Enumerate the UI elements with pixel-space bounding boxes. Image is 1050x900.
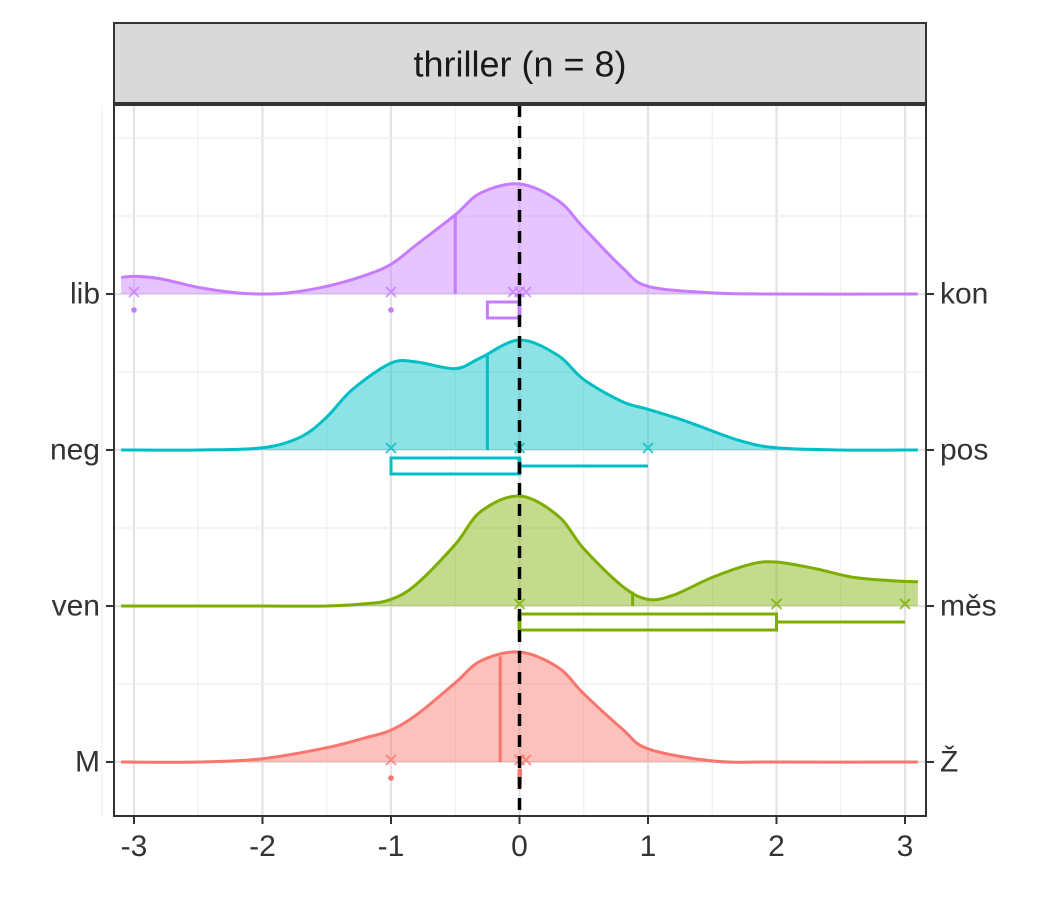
y-label-left: ven (52, 590, 100, 623)
x-tick-label: 3 (897, 830, 914, 863)
density-area (121, 651, 918, 763)
density-curve (121, 338, 918, 452)
x-tick-label: 2 (768, 830, 785, 863)
facet-strip-title: thriller (n = 8) (413, 44, 626, 85)
data-point (770, 598, 783, 610)
x-tick-label: -3 (121, 830, 148, 863)
box-outlier (388, 307, 394, 313)
axes: -3 -2 -1 0 1 2 3 lib kon neg pos ven měs M Ž (50, 278, 997, 864)
ridge-row-M (121, 650, 918, 788)
y-label-right: měs (940, 590, 997, 623)
data-point (520, 754, 532, 766)
density-curve (121, 650, 918, 764)
x-tick-label: 1 (640, 830, 657, 863)
density-curve (120, 182, 918, 296)
y-label-right: pos (940, 434, 988, 467)
box-body (518, 612, 778, 632)
y-label-right: kon (940, 278, 988, 311)
y-label-left: M (75, 746, 100, 779)
data-point (385, 442, 397, 454)
y-label-left: lib (70, 278, 100, 311)
density-area (121, 339, 918, 451)
y-label-right: Ž (940, 746, 958, 779)
x-tick-label: 0 (511, 830, 528, 863)
x-tick-label: -2 (249, 830, 276, 863)
box-body (389, 456, 521, 476)
box-body (485, 300, 521, 320)
x-tick-label: -1 (378, 830, 405, 863)
y-label-left: neg (50, 434, 100, 467)
density-curve (121, 494, 918, 608)
data-point (385, 286, 397, 298)
data-point (899, 598, 911, 610)
facet-strip (113, 22, 927, 104)
data-point (385, 754, 397, 766)
data-point (128, 286, 140, 298)
box-outlier (388, 775, 394, 781)
data-point (520, 286, 532, 298)
data-point (513, 598, 526, 610)
data-point (642, 442, 654, 454)
box-outlier (131, 307, 137, 313)
